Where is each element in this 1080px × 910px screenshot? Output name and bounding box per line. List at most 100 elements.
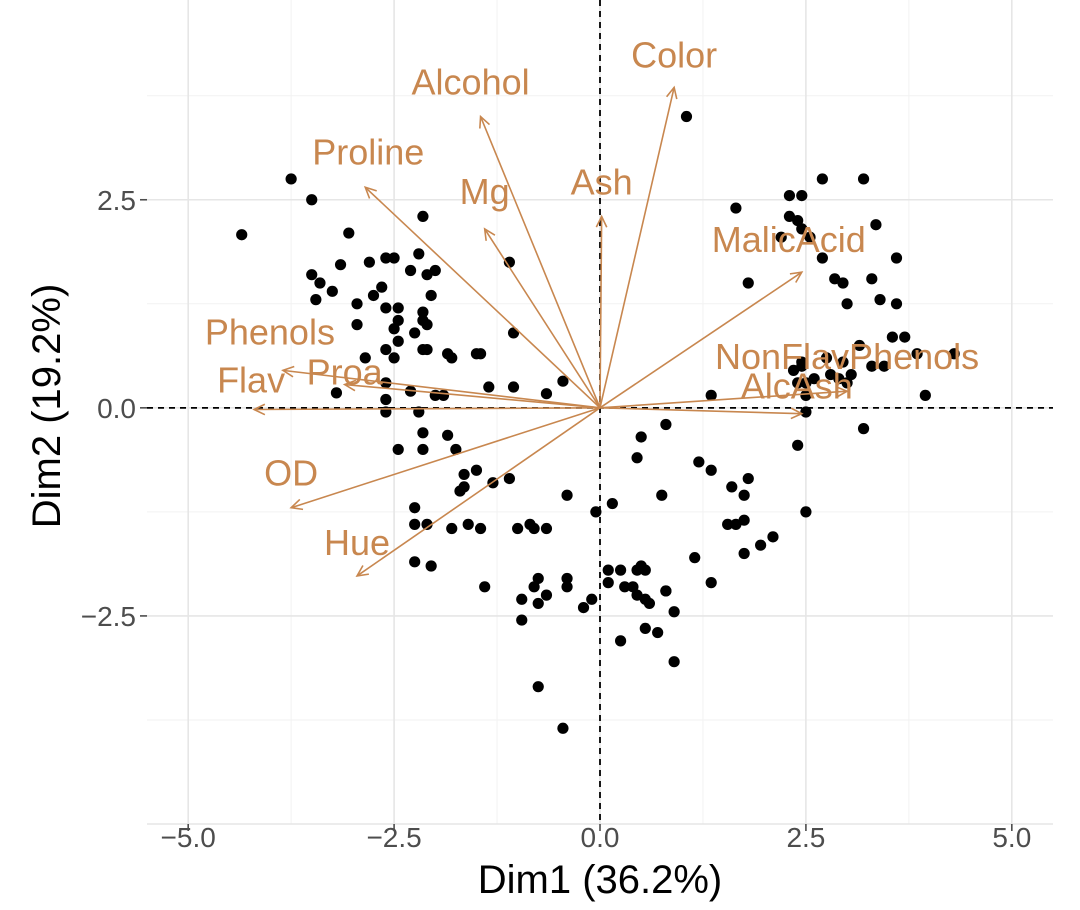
data-point (512, 522, 524, 535)
data-point (656, 489, 668, 501)
data-point (425, 560, 437, 572)
variable-label-alcash: AlcAsh (741, 366, 853, 407)
data-point (808, 373, 820, 385)
data-point (540, 388, 553, 400)
data-point (614, 635, 627, 647)
data-point (380, 393, 392, 406)
data-point (853, 339, 866, 352)
data-point (388, 323, 400, 335)
data-point (442, 429, 454, 441)
y-tick-label: 0.0 (97, 393, 136, 424)
x-tick-label: 0.0 (581, 822, 620, 853)
data-point (841, 377, 853, 389)
data-point (800, 377, 812, 389)
data-point (363, 256, 375, 268)
data-point (722, 518, 734, 530)
data-point (705, 389, 717, 401)
data-point (380, 302, 392, 314)
data-point (417, 306, 429, 318)
data-point (643, 597, 656, 610)
arrow-ash (599, 216, 603, 408)
arrowhead-hue (355, 565, 370, 578)
variable-label-color: Color (631, 34, 717, 75)
data-point (742, 277, 754, 289)
data-point (540, 589, 553, 601)
data-point (730, 202, 742, 214)
data-point (890, 252, 903, 264)
arrowhead-malicacid (789, 271, 804, 283)
y-tick-label: −2.5 (81, 601, 136, 632)
data-point (285, 173, 297, 185)
data-point (359, 352, 371, 364)
arrowhead-color (665, 85, 678, 100)
data-point (532, 572, 544, 585)
data-point (874, 294, 886, 306)
data-point (602, 577, 614, 589)
arrow-alcohol (479, 116, 601, 409)
data-point (841, 298, 853, 310)
data-point (503, 472, 515, 485)
data-point (392, 335, 404, 347)
arrowhead-od (289, 498, 304, 511)
data-point (829, 273, 841, 285)
arrow-hue (356, 407, 601, 577)
arrowhead-proline (363, 186, 377, 199)
arrow-nonflavphenols (599, 390, 848, 409)
variable-labels: Color Alcohol Proline Mg Ash MalicAcid Phenols… (205, 34, 979, 563)
data-point (367, 289, 380, 302)
data-point (833, 373, 845, 385)
y-tick-label: 2.5 (97, 185, 136, 216)
arrow-malicacid (599, 271, 803, 409)
data-point (388, 252, 400, 264)
data-point (503, 256, 515, 268)
data-point (561, 489, 573, 501)
data-point (775, 231, 787, 243)
arrow-alcash (599, 407, 802, 415)
variable-label-proa: Proa (307, 352, 384, 393)
data-point (561, 572, 573, 585)
data-point (837, 277, 849, 289)
data-point (470, 464, 483, 476)
arrowhead-alcohol (479, 114, 491, 129)
variable-label-alcohol: Alcohol (412, 62, 530, 103)
data-point (425, 289, 437, 302)
data-point (911, 348, 923, 360)
variable-label-od: OD (264, 453, 318, 494)
data-point (474, 348, 487, 360)
data-point (532, 681, 544, 693)
data-point (948, 348, 960, 360)
data-point (816, 173, 828, 185)
arrowhead-phenols (281, 365, 295, 378)
data-point (635, 431, 647, 443)
data-point (404, 264, 417, 277)
data-point (409, 556, 421, 568)
data-point (483, 381, 495, 393)
data-point (639, 622, 651, 635)
data-point (820, 352, 833, 364)
data-point (507, 327, 520, 339)
data-point (462, 518, 474, 530)
variable-label-flav: Flav (217, 360, 285, 401)
data-point (409, 502, 421, 514)
data-point (792, 214, 804, 227)
data-point (606, 497, 618, 510)
scatter-points (236, 110, 960, 734)
data-point (392, 314, 404, 327)
data-point (857, 423, 870, 435)
data-point (557, 722, 569, 734)
data-point (627, 581, 639, 593)
x-tick-label: −5.0 (161, 822, 216, 853)
arrowhead-ash (595, 214, 608, 228)
data-point (421, 269, 433, 281)
arrow-proa (344, 383, 601, 409)
data-point (668, 606, 680, 618)
data-point (417, 210, 429, 223)
data-point (689, 552, 701, 564)
arrowhead-proa (342, 379, 357, 392)
data-point (450, 443, 462, 456)
data-point (816, 252, 828, 264)
data-point (532, 597, 544, 610)
data-point (343, 227, 355, 239)
data-point (800, 406, 812, 418)
data-point (730, 518, 742, 530)
